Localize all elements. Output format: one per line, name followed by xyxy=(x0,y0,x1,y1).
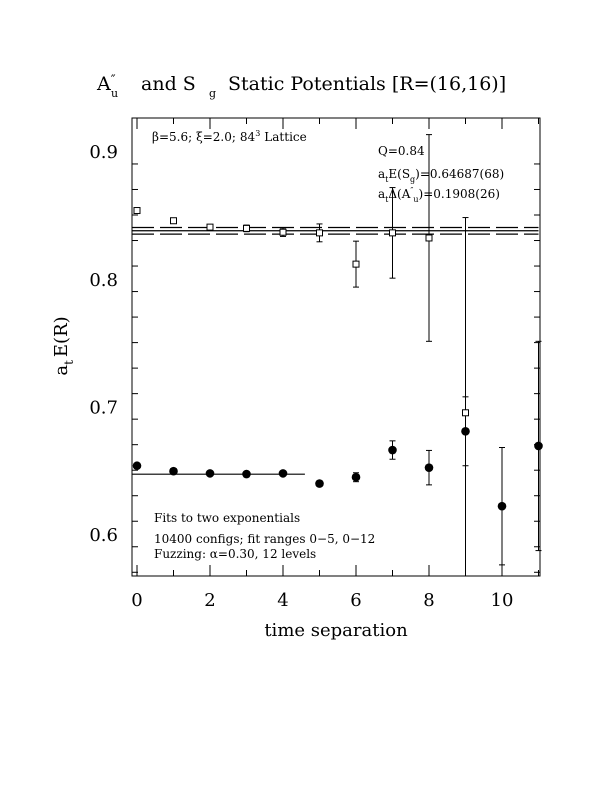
x-tick-label: 6 xyxy=(350,590,361,611)
energy-au: atΔ(A″u)=0.1908(26) xyxy=(378,186,500,204)
x-tick-label: 8 xyxy=(423,590,434,611)
data-point-sg xyxy=(388,445,397,455)
x-axis-label: time separation xyxy=(264,620,408,641)
x-tick-label: 10 xyxy=(491,590,514,611)
data-point-sg xyxy=(132,461,142,471)
y-tick-label: 0.8 xyxy=(89,270,118,291)
energy-sg: atE(Sg)=0.64687(68) xyxy=(378,167,504,184)
plot-frame xyxy=(131,117,541,577)
data-point-au xyxy=(316,229,323,237)
data-point-au xyxy=(133,207,141,215)
svg-text:atE(R): atE(R) xyxy=(51,316,76,375)
fits-note: Fits to two exponentials xyxy=(154,511,300,525)
data-point-au xyxy=(389,229,396,237)
x-tick-label: 0 xyxy=(131,590,142,611)
data-point-sg xyxy=(205,469,215,478)
data-point-au xyxy=(462,409,469,417)
data-point-sg xyxy=(351,472,361,482)
lattice-annotation: β=5.6; ξ=2.0; 843 Lattice xyxy=(152,129,307,144)
y-axis-label: atE(R) xyxy=(51,316,76,375)
data-point-au xyxy=(279,228,287,236)
data-point-sg xyxy=(424,463,434,472)
configs-note: 10400 configs; fit ranges 0−5, 0−12 xyxy=(154,532,375,546)
data-point-sg xyxy=(278,469,288,478)
data-point-au xyxy=(170,217,177,225)
data-point-au xyxy=(243,224,250,232)
x-tick-label: 4 xyxy=(277,590,288,611)
data-point-sg xyxy=(315,479,324,488)
axis-ticks: 0 2 4 6 8 10 0.6 0.7 0.8 0.9 xyxy=(89,118,540,611)
data-point-sg xyxy=(497,501,507,511)
y-tick-label: 0.9 xyxy=(89,142,118,163)
data-markers xyxy=(132,134,543,576)
data-point-au xyxy=(352,260,360,268)
fuzzing-note: Fuzzing: α=0.30, 12 levels xyxy=(154,547,316,561)
x-tick-label: 2 xyxy=(204,590,215,611)
data-point-sg xyxy=(242,469,251,479)
y-tick-label: 0.6 xyxy=(89,525,118,546)
data-point-sg xyxy=(169,466,178,476)
data-point-au xyxy=(206,223,214,231)
data-point-au xyxy=(425,234,433,242)
q-value: Q=0.84 xyxy=(378,144,425,158)
data-point-sg xyxy=(534,441,543,451)
y-tick-label: 0.7 xyxy=(89,397,118,418)
fit-lines xyxy=(132,226,539,475)
